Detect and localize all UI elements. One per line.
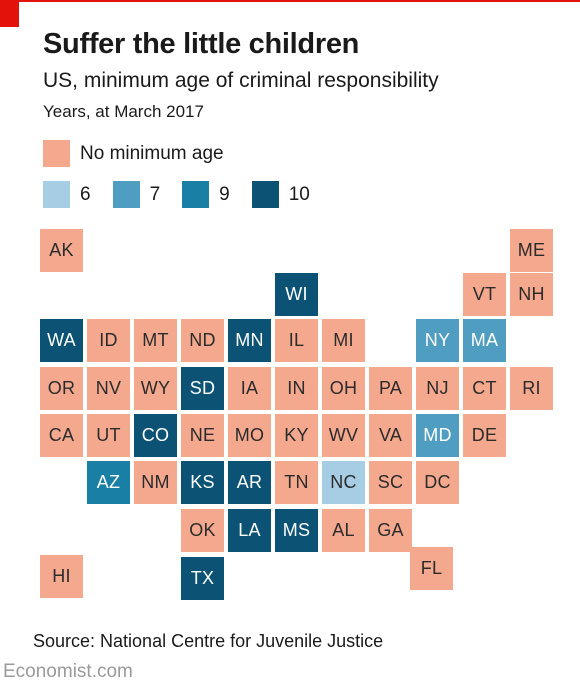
legend-swatch-7 [112,181,140,208]
legend-label-6: 6 [80,183,91,205]
state-tile-az: AZ [87,461,130,504]
state-tile-ma: MA [463,319,506,362]
state-tile-ri: RI [510,367,553,410]
state-tile-vt: VT [463,273,506,316]
legend-swatch-6 [43,181,70,208]
brand-footer: Economist.com [3,661,133,682]
state-tile-ga: GA [369,509,412,552]
state-tile-ar: AR [228,461,271,504]
state-tile-mn: MN [228,319,271,362]
state-tile-ny: NY [416,319,459,362]
state-tile-ky: KY [275,414,318,457]
legend-no-minimum: No minimum age [43,140,246,167]
chart-title: Suffer the little children [43,28,360,60]
state-tile-sd: SD [181,367,224,410]
legend-ages: 6 7 9 10 [43,181,332,208]
legend-swatch-10 [251,181,279,208]
state-tile-va: VA [369,414,412,457]
state-tile-ut: UT [87,414,130,457]
legend-label-7: 7 [149,183,161,205]
legend-label-9: 9 [219,183,230,205]
legend-swatch-no-minimum [43,140,70,167]
state-tile-co: CO [134,414,177,457]
state-tile-in: IN [275,367,318,410]
legend-label-10: 10 [288,183,310,205]
state-tile-mt: MT [134,319,177,362]
state-tile-fl: FL [410,547,453,590]
state-tile-hi: HI [40,555,83,598]
state-tile-ok: OK [181,509,224,552]
legend-label-no-minimum: No minimum age [80,142,224,164]
state-tile-oh: OH [322,367,365,410]
brand-red-tag [0,0,19,27]
state-tile-ca: CA [40,414,83,457]
state-tile-wi: WI [275,273,318,316]
state-tile-tn: TN [275,461,318,504]
state-tile-nj: NJ [416,367,459,410]
state-tile-mi: MI [322,319,365,362]
state-tile-il: IL [275,319,318,362]
state-tile-me: ME [510,229,553,272]
state-tile-sc: SC [369,461,412,504]
state-tile-wy: WY [134,367,177,410]
legend-swatch-9 [182,181,210,208]
chart-units: Years, at March 2017 [43,102,204,121]
state-tile-nv: NV [87,367,130,410]
state-tile-nh: NH [510,273,553,316]
state-tile-al: AL [322,509,365,552]
state-tile-id: ID [87,319,130,362]
state-tile-ia: IA [228,367,271,410]
state-tile-tx: TX [181,557,224,600]
state-tile-wv: WV [322,414,365,457]
state-tile-or: OR [40,367,83,410]
state-tile-md: MD [416,414,459,457]
state-tile-nm: NM [134,461,177,504]
state-tile-pa: PA [369,367,412,410]
state-tile-ks: KS [181,461,224,504]
state-tile-ct: CT [463,367,506,410]
state-tile-ak: AK [40,229,83,272]
state-tile-ms: MS [275,509,318,552]
state-tile-wa: WA [40,319,83,362]
state-tile-la: LA [228,509,271,552]
source-note: Source: National Centre for Juvenile Jus… [33,631,384,651]
state-tile-de: DE [463,414,506,457]
top-rule [0,0,580,2]
state-tile-ne: NE [181,414,224,457]
state-tile-nc: NC [322,461,365,504]
chart-subtitle: US, minimum age of criminal responsibili… [43,69,439,92]
state-tile-nd: ND [181,319,224,362]
state-tile-mo: MO [228,414,271,457]
state-tile-dc: DC [416,461,459,504]
